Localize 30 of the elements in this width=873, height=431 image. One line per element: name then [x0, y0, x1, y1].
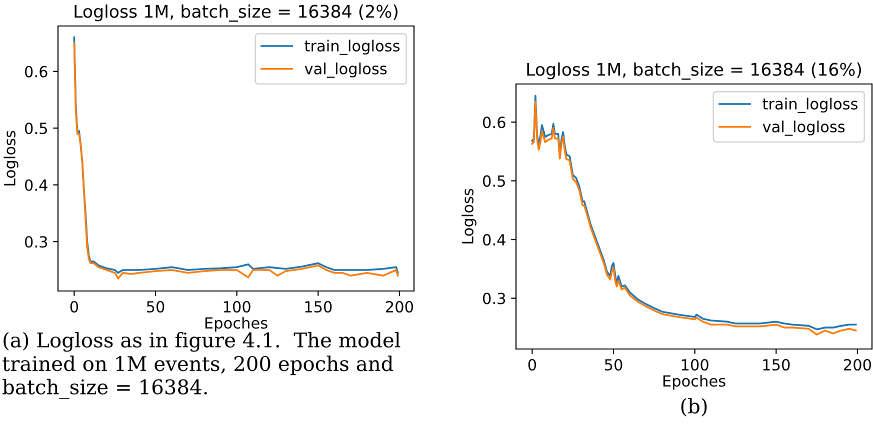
x-tick-label: 0	[70, 300, 78, 313]
x-axis-title: Epoches	[205, 316, 268, 332]
y-tick-label: 0.4	[482, 234, 506, 246]
chart-title: Logloss 1M, batch_size = 16384 (16%)	[527, 62, 861, 80]
text: (b)	[681, 398, 707, 416]
x-tick-label: 150	[305, 300, 332, 313]
y-tick-label: 0.4	[24, 179, 48, 191]
y-tick-label: 0.3	[24, 236, 48, 248]
x-tick-label: 150	[763, 358, 790, 371]
legend-label: val_logloss	[304, 62, 387, 78]
y-tick-label: 0.3	[482, 292, 506, 304]
x-tick-label: 200	[844, 358, 872, 371]
x-tick-label: 50	[146, 300, 164, 313]
x-axis-title: Epoches	[663, 374, 726, 390]
y-tick-label: 0.6	[482, 116, 506, 128]
chart-title: Logloss 1M, batch_size = 16384 (2%)	[74, 4, 398, 22]
y-axis-title: Logloss	[462, 188, 476, 244]
x-tick-label: 50	[604, 358, 622, 371]
x-tick-label: 100	[224, 300, 250, 313]
y-tick-label: 0.5	[24, 122, 47, 134]
text: (a) Logloss as in figure 4.1. The model trained on 1M events, 200 epochs and batch_size = 16384.	[2, 332, 400, 399]
y-tick-label: 0.5	[482, 175, 505, 187]
x-tick-label: 200	[386, 300, 414, 313]
x-tick-label: 0	[528, 358, 536, 371]
y-tick-label: 0.6	[24, 66, 48, 78]
y-axis-title: Logloss	[4, 130, 18, 186]
legend-label: val_logloss	[762, 120, 845, 136]
legend-label: train_logloss	[762, 98, 858, 113]
x-tick-label: 100	[682, 358, 708, 371]
legend-label: train_logloss	[304, 40, 400, 55]
